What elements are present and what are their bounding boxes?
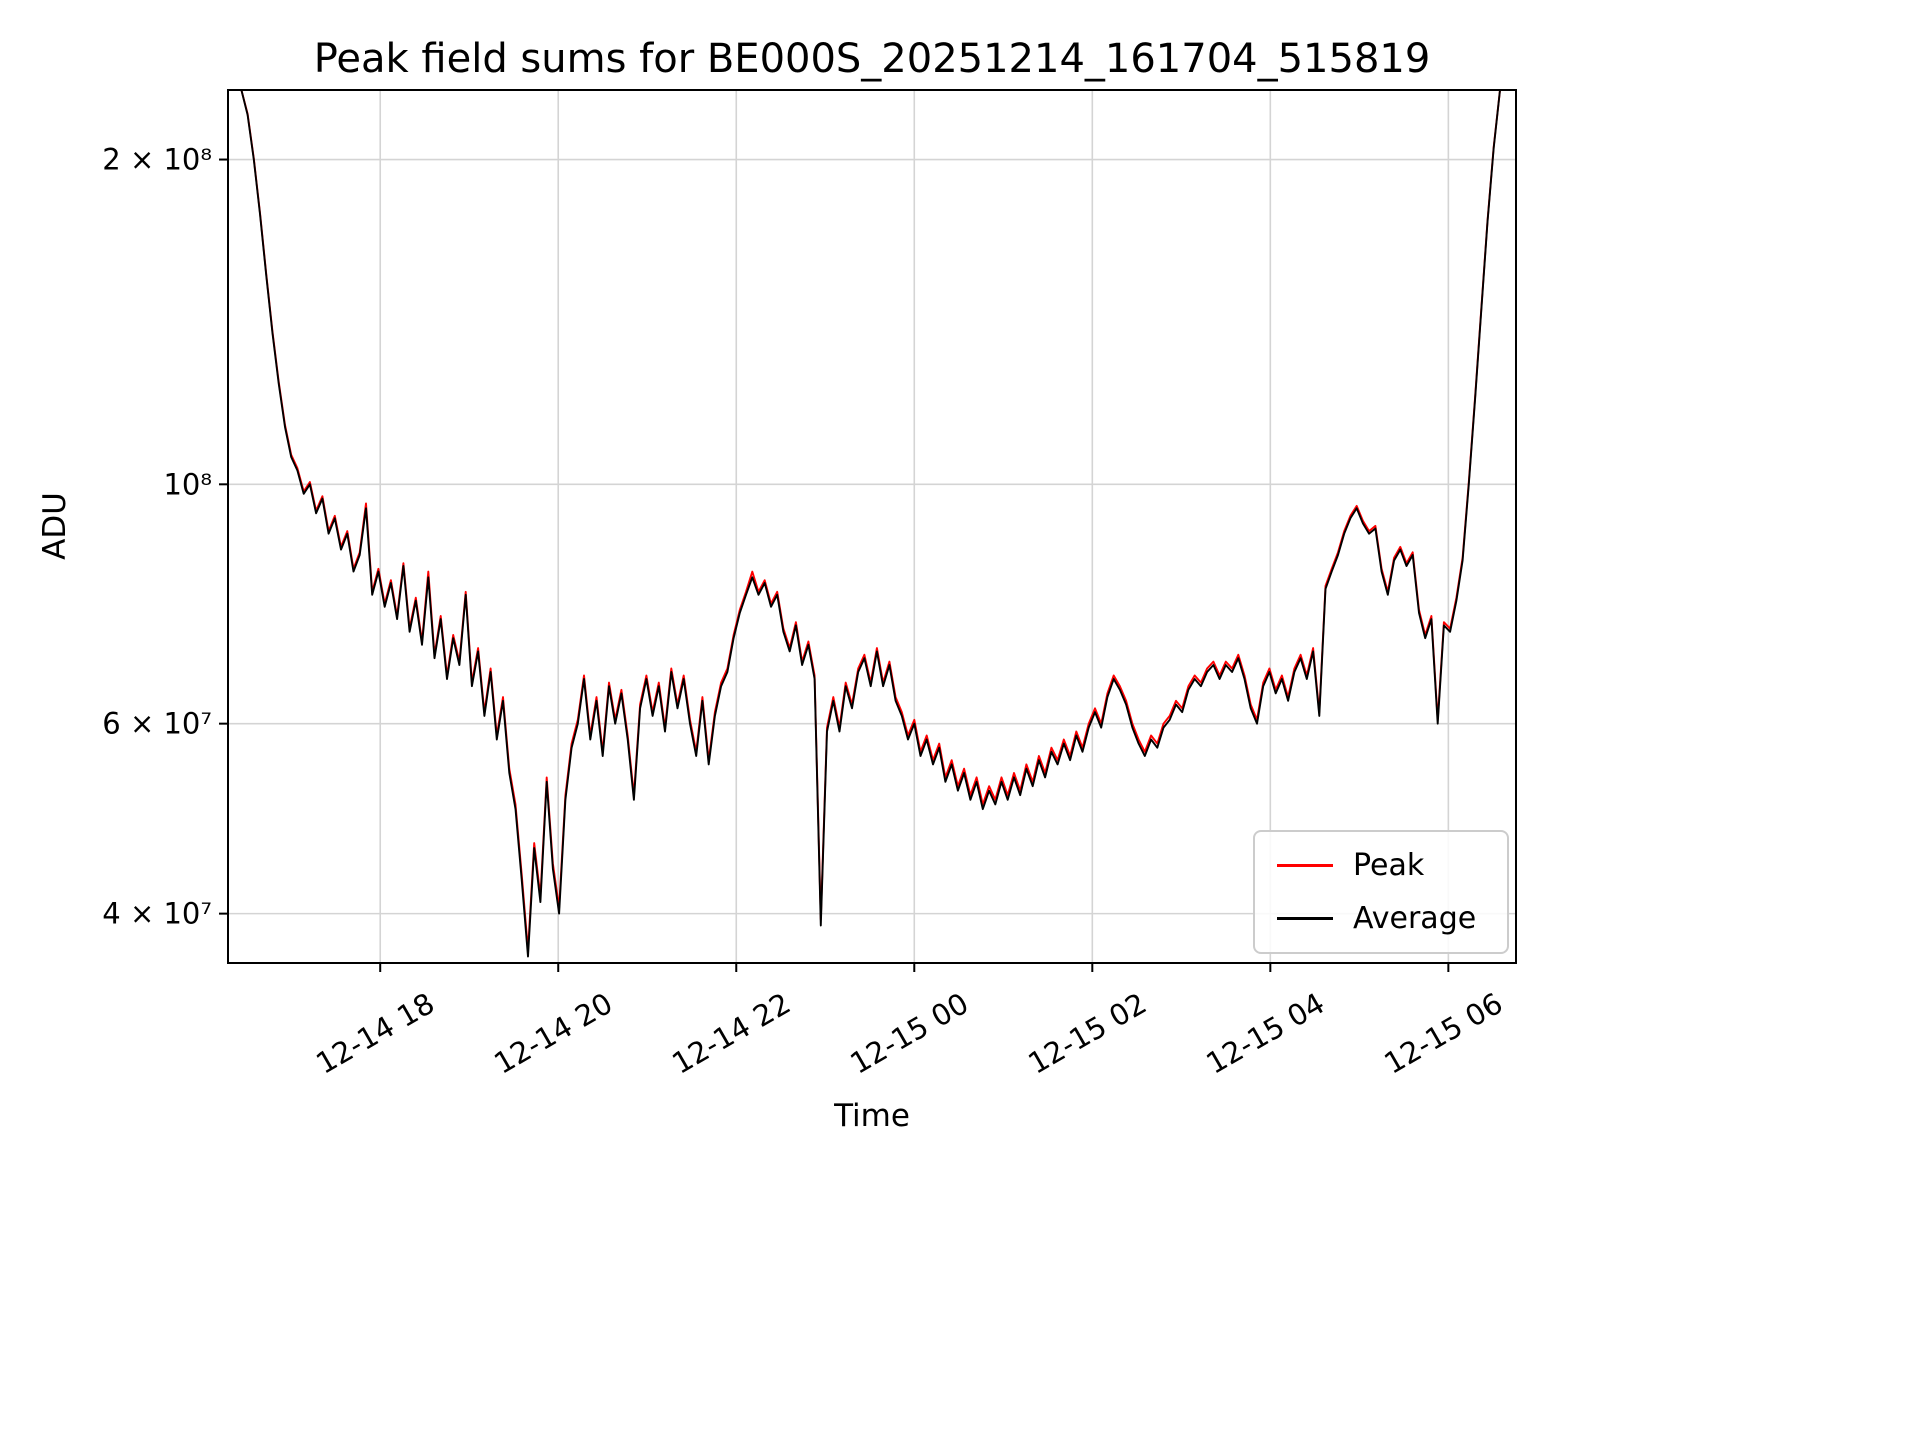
legend-label-average: Average <box>1353 901 1477 936</box>
x-tick-label: 12-15 00 <box>844 986 974 1081</box>
x-tick-label: 12-14 22 <box>666 986 796 1081</box>
legend-entry-peak: Peak <box>1277 848 1485 883</box>
plot-border <box>227 89 1517 964</box>
series-peak-line <box>228 90 1513 952</box>
y-tick-label: 6 × 10⁷ <box>102 707 212 741</box>
y-tick-label: 2 × 10⁸ <box>102 143 212 177</box>
x-tick-label: 12-14 18 <box>310 986 440 1081</box>
y-tick-label: 10⁸ <box>163 467 212 501</box>
legend-label-peak: Peak <box>1353 848 1425 883</box>
x-tick-label: 12-15 04 <box>1200 986 1330 1081</box>
legend-entry-average: Average <box>1277 901 1485 936</box>
x-axis-label: Time <box>834 1098 910 1134</box>
x-tick-label: 12-15 06 <box>1378 986 1508 1081</box>
legend-line-peak <box>1277 864 1333 867</box>
legend: Peak Average <box>1253 830 1509 954</box>
series-average-line <box>228 90 1513 958</box>
x-tick-label: 12-14 20 <box>488 986 618 1081</box>
chart-title: Peak field sums for BE000S_20251214_1617… <box>313 36 1431 82</box>
legend-line-average <box>1277 917 1333 920</box>
y-tick-label: 4 × 10⁷ <box>102 897 212 931</box>
x-tick-label: 12-15 02 <box>1022 986 1152 1081</box>
